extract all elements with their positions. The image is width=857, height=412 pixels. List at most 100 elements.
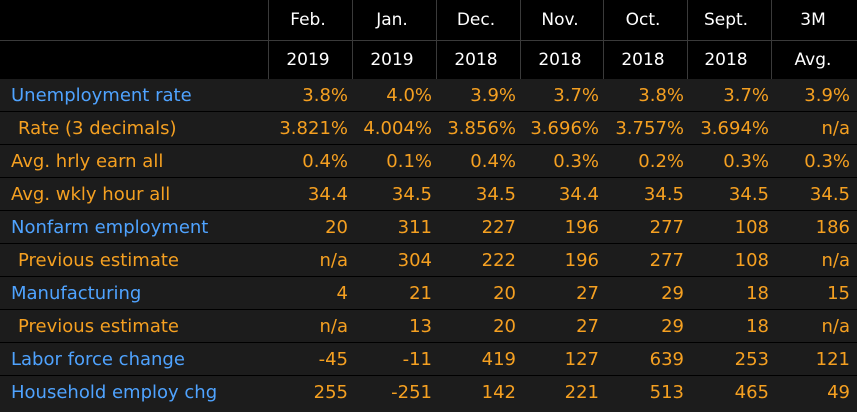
table-cell: 227 — [481, 217, 516, 238]
table-row[interactable]: Previous estimate n/a 304 222 196 277 108 n/a — [0, 244, 857, 277]
table-cell: 4.004% — [363, 118, 432, 139]
header-divider — [771, 0, 772, 79]
table-cell: 221 — [564, 382, 599, 403]
column-header-month: Dec. — [456, 10, 496, 30]
column-header-month: Nov. — [541, 10, 579, 30]
table-cell: 0.3% — [804, 151, 850, 172]
row-label: Nonfarm employment — [11, 217, 209, 238]
table-cell: 4 — [336, 283, 348, 304]
table-cell: 419 — [481, 349, 516, 370]
header-divider — [687, 0, 688, 79]
column-header-month: Sept. — [703, 10, 749, 30]
column-header-year: 2018 — [621, 49, 665, 70]
header-divider — [268, 0, 269, 79]
table-cell: -251 — [391, 382, 432, 403]
table-cell: 27 — [576, 316, 599, 337]
table-cell: 3.696% — [530, 118, 599, 139]
table-row[interactable]: Labor force change -45 -11 419 127 639 253 121 — [0, 343, 857, 376]
table-cell: 3.9% — [470, 85, 516, 106]
table-cell: 34.4 — [558, 184, 599, 205]
table-cell: -11 — [402, 349, 432, 370]
table-cell: 0.1% — [386, 151, 432, 172]
table-cell: 0.4% — [302, 151, 348, 172]
column-header-year: 2019 — [370, 49, 414, 70]
column-header-month: Feb. — [290, 10, 326, 30]
table-cell: 253 — [734, 349, 769, 370]
table-row[interactable]: Household employ chg 255 -251 142 221 513 465 4… — [0, 376, 857, 409]
table-cell: 277 — [649, 250, 684, 271]
table-cell: 34.5 — [475, 184, 516, 205]
table-cell: 3.8% — [638, 85, 684, 106]
row-label: Household employ chg — [11, 382, 218, 403]
table-row[interactable]: Avg. wkly hour all 34.4 34.5 34.5 34.4 34.5 34… — [0, 178, 857, 211]
table-cell: 142 — [481, 382, 516, 403]
table-cell: 18 — [746, 283, 769, 304]
table-cell: 513 — [649, 382, 684, 403]
table-cell: n/a — [319, 316, 348, 337]
row-label: Labor force change — [11, 349, 185, 370]
table-cell: 311 — [397, 217, 432, 238]
table-cell: n/a — [821, 316, 850, 337]
table-cell: 639 — [649, 349, 684, 370]
table-cell: 34.5 — [809, 184, 850, 205]
table-row[interactable]: Rate (3 decimals) 3.821% 4.004% 3.856% 3.696… — [0, 112, 857, 145]
table-cell: 108 — [734, 217, 769, 238]
header-row-year: 2019 2019 2018 2018 2018 2018 Avg. — [0, 41, 857, 78]
table-cell: 0.2% — [638, 151, 684, 172]
table-row[interactable]: Avg. hrly earn all 0.4% 0.1% 0.4% 0.3% 0.2% 0.… — [0, 145, 857, 178]
table-cell: 3.9% — [804, 85, 850, 106]
table-cell: 18 — [746, 316, 769, 337]
header-divider — [436, 0, 437, 79]
table-cell: 465 — [734, 382, 769, 403]
table-cell: 3.757% — [615, 118, 684, 139]
row-label: Unemployment rate — [11, 85, 192, 106]
row-label: Previous estimate — [18, 316, 179, 337]
table-bottom-strip — [0, 408, 857, 412]
table-row[interactable]: Unemployment rate 3.8% 4.0% 3.9% 3.7% 3.8% 3.7… — [0, 79, 857, 112]
table-cell: 3.8% — [302, 85, 348, 106]
table-cell: 108 — [734, 250, 769, 271]
table-cell: -45 — [318, 349, 348, 370]
table-cell: 0.3% — [723, 151, 769, 172]
table-cell: 49 — [827, 382, 850, 403]
row-label: Previous estimate — [18, 250, 179, 271]
header-divider — [520, 0, 521, 79]
header-row-month: Feb. Jan. Dec. Nov. Oct. Sept. 3M — [0, 0, 857, 41]
table-cell: 186 — [815, 217, 850, 238]
table-cell: 29 — [661, 316, 684, 337]
table-cell: 3.694% — [700, 118, 769, 139]
header-divider — [352, 0, 353, 79]
table-cell: 0.4% — [470, 151, 516, 172]
column-header-year: 2018 — [454, 49, 498, 70]
table-row[interactable]: Nonfarm employment 20 311 227 196 277 108 186 — [0, 211, 857, 244]
table-cell: 304 — [397, 250, 432, 271]
table-row[interactable]: Manufacturing 4 21 20 27 29 18 15 — [0, 277, 857, 310]
table-cell: 4.0% — [386, 85, 432, 106]
column-header-year: Avg. — [794, 49, 832, 70]
row-label: Avg. hrly earn all — [11, 151, 164, 172]
table-row[interactable]: Previous estimate n/a 13 20 27 29 18 n/a — [0, 310, 857, 343]
column-header-year: 2019 — [286, 49, 330, 70]
table-cell: 34.5 — [728, 184, 769, 205]
table-cell: 3.821% — [279, 118, 348, 139]
column-header-month: 3M — [800, 10, 826, 30]
column-header-year: 2018 — [538, 49, 582, 70]
column-header-year: 2018 — [704, 49, 748, 70]
row-label: Rate (3 decimals) — [18, 118, 177, 139]
table-cell: 196 — [564, 250, 599, 271]
table-cell: 15 — [827, 283, 850, 304]
table-cell: n/a — [821, 118, 850, 139]
row-label: Manufacturing — [11, 283, 142, 304]
table-cell: 255 — [313, 382, 348, 403]
header-divider — [603, 0, 604, 79]
table-cell: 127 — [564, 349, 599, 370]
table-cell: 27 — [576, 283, 599, 304]
table-cell: 277 — [649, 217, 684, 238]
table-cell: 3.7% — [553, 85, 599, 106]
table-cell: 20 — [325, 217, 348, 238]
table-cell: 121 — [815, 349, 850, 370]
table-cell: n/a — [319, 250, 348, 271]
table-cell: 21 — [409, 283, 432, 304]
table-cell: 3.7% — [723, 85, 769, 106]
